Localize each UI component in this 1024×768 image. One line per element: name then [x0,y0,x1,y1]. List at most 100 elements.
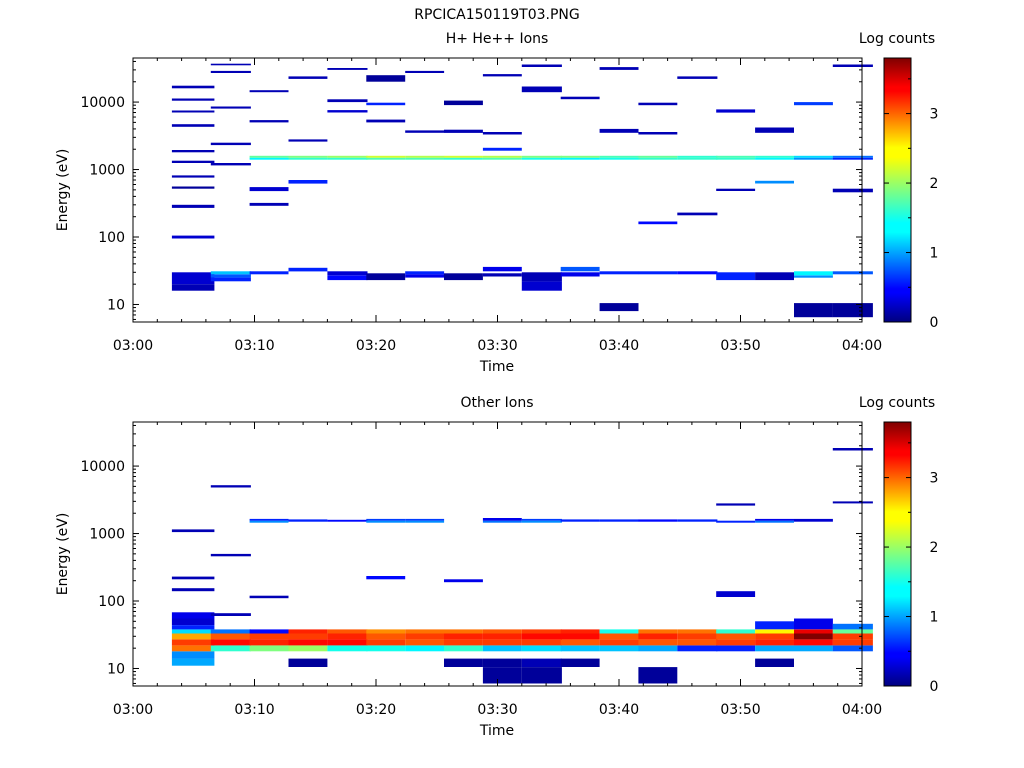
heatmap-cell [444,658,483,667]
heatmap-cell [405,130,445,133]
heatmap-cell [755,658,794,667]
heatmap-cell [794,633,833,640]
heatmap-cell [482,629,522,634]
colorbar-tick-label: 1 [930,246,939,262]
heatmap-cell [794,639,833,646]
heatmap-cell [638,667,678,684]
heatmap-cell [210,639,251,646]
x-tick-label: 03:30 [477,338,517,354]
heatmap-cell [482,518,522,521]
heatmap-cell [755,633,794,640]
heatmap-cell [560,633,600,640]
x-ticks: 03:00 03:10 03:20 03:30 03:40 03:50 04:00 [113,58,882,354]
heatmap-cell [521,639,562,646]
heatmap-cell [677,639,718,646]
heatmap-cell [327,645,368,652]
heatmap-cell [366,157,406,160]
heatmap-cell [327,275,368,281]
colorbar-label: Log counts [859,31,935,47]
heatmap-cell [210,142,251,146]
heatmap-cell [171,588,215,592]
heatmap-cell [171,658,215,666]
heatmap-cell [288,519,328,522]
heatmap-cell [210,485,251,488]
heatmap-cell [716,629,756,634]
heatmap-cell [832,633,873,640]
heatmap-cell [444,273,483,281]
heatmap-cell [405,520,445,523]
heatmap-cell [482,639,522,646]
heatmap-cell [794,275,833,278]
y-axis-label: Energy (eV) [55,149,71,232]
colorbar-label: Log counts [859,395,935,411]
heatmap-cell [832,448,873,451]
heatmap-cell [521,155,562,158]
heatmap-cell [482,155,522,158]
y-tick-label: 100 [98,594,125,610]
heatmap-cell [405,157,445,160]
heatmap-cell [832,501,873,504]
x-tick-label: 03:10 [234,338,274,354]
colorbar-ticks: 0 1 2 3 [884,442,939,695]
heatmap-cell [171,284,215,291]
heatmap-cell [677,157,718,160]
heatmap-cell [327,633,368,640]
heatmap-cell [444,155,483,158]
heatmap-cell [405,274,445,278]
heatmap-cell [638,639,678,646]
heatmap-cell [171,633,215,640]
heatmap-cell [716,639,756,646]
heatmap-cell [444,129,483,133]
heatmap-cell [366,155,406,158]
y-tick-label: 10000 [80,459,125,475]
heatmap-cell [249,90,289,93]
heatmap-cell [755,155,794,158]
colorbar-tick-label: 3 [930,107,939,123]
heatmap-cell [171,645,215,652]
heatmap-cell [794,303,833,318]
heatmap-cell [521,157,562,160]
y-tick-label: 10 [107,661,125,677]
x-tick-label: 03:00 [113,338,153,354]
heatmap-cell [482,645,522,652]
heatmap-cell [171,651,215,659]
heatmap-cell [832,639,873,646]
heatmap-cell [599,645,639,652]
heatmap-cell [794,645,833,652]
heatmap-cell [638,519,678,522]
heatmap-cell [832,157,873,160]
heatmap-cell [444,579,483,583]
heatmap-cell [716,633,756,640]
heatmap-cell [210,106,251,109]
panel-title: Other Ions [460,395,533,411]
heatmap-cell [366,520,406,523]
heatmap-cell [444,157,483,160]
heatmap-cell [599,303,639,312]
heatmap-cell [832,303,873,318]
heatmap-cell [171,629,215,634]
heatmap-cell [171,272,215,285]
heatmap-cell [832,629,873,634]
x-tick-label: 03:50 [720,338,760,354]
heatmap-cell [832,623,873,630]
colorbar: Log counts 0 1 2 3 [859,31,939,331]
heatmap-cell [444,633,483,640]
heatmap-cell [755,520,794,523]
heatmap-cell [171,186,215,189]
heatmap-cell [327,271,368,276]
heatmap-cell [366,518,406,521]
heatmap-cell [249,157,289,160]
heatmap-cell [521,629,562,634]
heatmap-cell [288,629,328,634]
heatmap-cell [677,645,718,652]
heatmap-cell [716,503,756,506]
heatmap-cell [677,76,718,79]
heatmap-cell [755,621,794,630]
heatmap-cell [482,520,522,523]
heatmap-cell [366,639,406,646]
colorbar-tick-label: 0 [930,679,939,695]
heatmap-cell [171,175,215,178]
heatmap-cell [638,132,678,135]
y-tick-label: 10 [107,297,125,313]
